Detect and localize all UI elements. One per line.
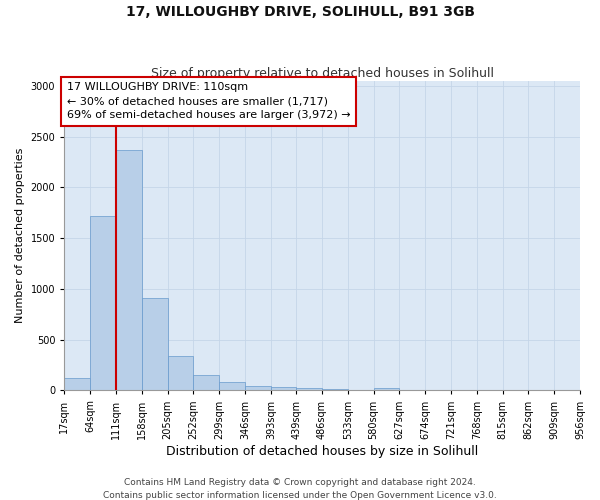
Text: 17 WILLOUGHBY DRIVE: 110sqm
← 30% of detached houses are smaller (1,717)
69% of : 17 WILLOUGHBY DRIVE: 110sqm ← 30% of det… [67,82,350,120]
Bar [322,389,348,390]
Title: Size of property relative to detached houses in Solihull: Size of property relative to detached ho… [151,66,494,80]
Bar [219,382,245,390]
Y-axis label: Number of detached properties: Number of detached properties [15,148,25,323]
Text: Contains HM Land Registry data © Crown copyright and database right 2024.
Contai: Contains HM Land Registry data © Crown c… [103,478,497,500]
Bar [296,388,322,390]
Bar [116,150,142,390]
Bar [193,374,219,390]
Bar [142,298,167,390]
Text: 17, WILLOUGHBY DRIVE, SOLIHULL, B91 3GB: 17, WILLOUGHBY DRIVE, SOLIHULL, B91 3GB [125,5,475,19]
Bar [90,216,116,390]
Bar [271,388,296,390]
Bar [374,388,400,390]
X-axis label: Distribution of detached houses by size in Solihull: Distribution of detached houses by size … [166,444,478,458]
Bar [64,378,90,390]
Bar [167,356,193,390]
Bar [245,386,271,390]
